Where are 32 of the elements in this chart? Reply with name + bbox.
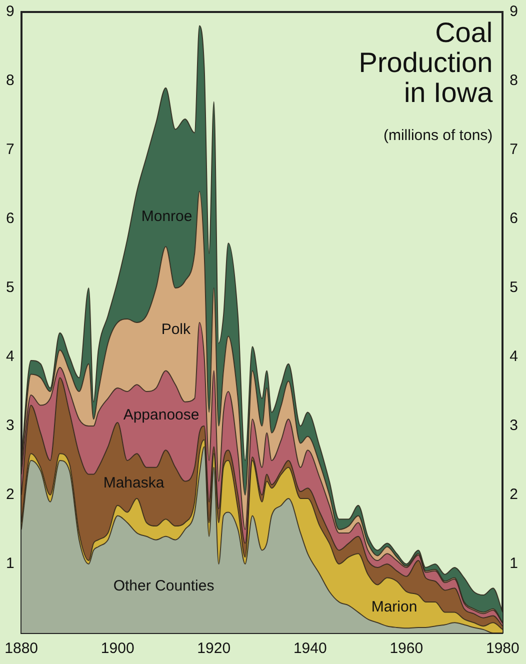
y2-tick-label: 9 xyxy=(510,3,518,20)
x-tick-label: 1880 xyxy=(4,640,38,658)
text: (millions of tons) xyxy=(383,127,493,144)
y-tick-label: 5 xyxy=(6,279,14,296)
y2-tick-label: 6 xyxy=(510,210,518,228)
x-tick-label: 1940 xyxy=(293,640,327,658)
series-label: Mahaska xyxy=(103,474,165,492)
x-tick-label: 1920 xyxy=(197,640,231,658)
y2-tick-label: 1 xyxy=(510,555,518,572)
text: Coal Production in Iowa xyxy=(358,17,494,108)
y-tick-label: 8 xyxy=(6,72,14,90)
y2-tick-label: 2 xyxy=(510,486,518,504)
x-tick-label: 1980 xyxy=(486,640,520,658)
y2-tick-label: 8 xyxy=(510,72,518,90)
y-tick-label: 7 xyxy=(6,141,14,158)
y-tick-label: 2 xyxy=(6,486,14,504)
series-label: Monroe xyxy=(141,208,192,226)
y2-tick-label: 7 xyxy=(510,141,518,158)
y-tick-label: 1 xyxy=(6,555,14,572)
x-tick-label: 1960 xyxy=(390,640,424,658)
y2-tick-label: 5 xyxy=(510,279,518,296)
y-tick-label: 9 xyxy=(6,3,14,20)
series-label: Marion xyxy=(371,598,418,616)
y-tick-label: 4 xyxy=(6,348,14,366)
x-tick-label: 1900 xyxy=(100,640,134,658)
series-label: Other Counties xyxy=(113,578,214,595)
y2-tick-label: 3 xyxy=(510,417,518,434)
y2-tick-label: 4 xyxy=(510,348,518,366)
y-tick-label: 6 xyxy=(6,210,14,228)
y-tick-label: 3 xyxy=(6,417,14,434)
series-label: Polk xyxy=(161,320,192,338)
series-label: Appanoose xyxy=(123,406,200,424)
